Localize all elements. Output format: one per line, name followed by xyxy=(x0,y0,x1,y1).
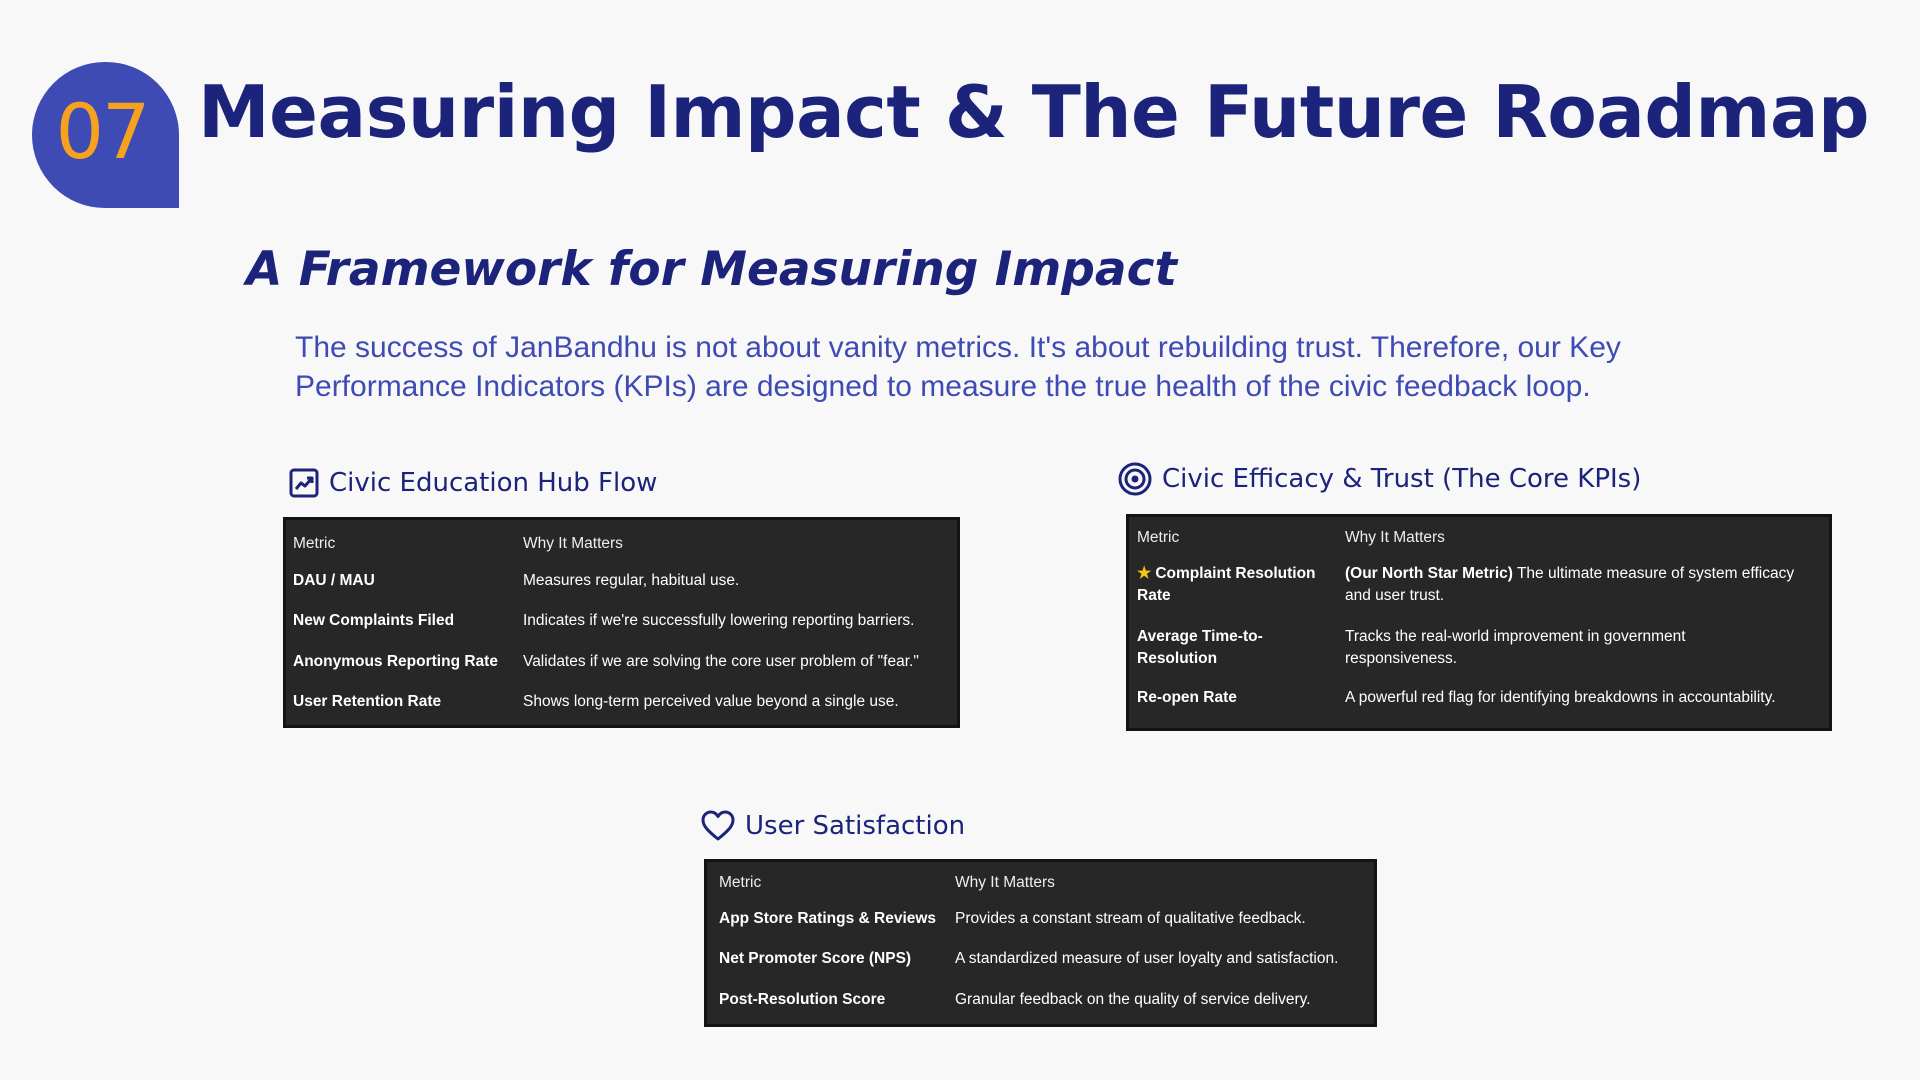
why-cell: A powerful red flag for identifying brea… xyxy=(1345,689,1776,706)
metric-cell: DAU / MAU xyxy=(293,571,375,589)
table-row: New Complaints Filed Indicates if we're … xyxy=(286,601,957,641)
table-row: Post-Resolution Score Granular feedback … xyxy=(707,979,1374,1020)
table-row: DAU / MAU Measures regular, habitual use… xyxy=(286,560,957,601)
metric-cell: Post-Resolution Score xyxy=(719,990,886,1008)
why-cell: Tracks the real-world improvement in gov… xyxy=(1345,627,1686,667)
metric-cell: ★ Complaint Resolution Rate xyxy=(1129,553,1345,617)
why-cell: (Our North Star Metric) The ultimate mea… xyxy=(1345,553,1829,617)
section-heading-civic-education: Civic Education Hub Flow xyxy=(289,468,657,498)
table-row: Anonymous Reporting Rate Validates if we… xyxy=(286,641,957,682)
table-header-row: Metric Why It Matters xyxy=(1129,523,1829,553)
kpi-table-civic-education: Metric Why It Matters DAU / MAU Measures… xyxy=(283,517,960,728)
column-header-why: Why It Matters xyxy=(523,535,623,552)
trending-up-chart-icon xyxy=(289,468,319,498)
why-cell: A standardized measure of user loyalty a… xyxy=(955,950,1339,967)
table-row: Net Promoter Score (NPS) A standardized … xyxy=(707,939,1374,979)
why-cell: Provides a constant stream of qualitativ… xyxy=(955,909,1306,927)
section-heading-user-satisfaction: User Satisfaction xyxy=(701,810,965,842)
page-title: Measuring Impact & The Future Roadmap xyxy=(198,70,1870,154)
metric-cell: User Retention Rate xyxy=(293,693,442,710)
metric-cell: Re-open Rate xyxy=(1137,689,1237,706)
why-cell: Measures regular, habitual use. xyxy=(523,571,740,589)
metric-cell: Anonymous Reporting Rate xyxy=(293,652,498,670)
table-row: Average Time-to-Resolution Tracks the re… xyxy=(1129,617,1829,678)
table-row: ★ Complaint Resolution Rate (Our North St… xyxy=(1129,553,1829,617)
section-heading-civic-efficacy: Civic Efficacy & Trust (The Core KPIs) xyxy=(1118,462,1641,496)
table-header-row: Metric Why It Matters xyxy=(707,868,1374,898)
section-heading-label: Civic Efficacy & Trust (The Core KPIs) xyxy=(1162,464,1642,494)
heart-icon xyxy=(701,810,735,841)
table-row: Re-open Rate A powerful red flag for ide… xyxy=(1129,678,1829,718)
section-number-badge: 07 xyxy=(32,62,179,208)
column-header-why: Why It Matters xyxy=(1345,529,1445,546)
why-cell: Validates if we are solving the core use… xyxy=(523,652,919,670)
section-heading-label: User Satisfaction xyxy=(745,811,966,841)
why-cell: Shows long-term perceived value beyond a… xyxy=(523,693,899,710)
why-cell: Indicates if we're successfully lowering… xyxy=(523,612,915,629)
column-header-why: Why It Matters xyxy=(955,874,1055,891)
column-header-metric: Metric xyxy=(293,535,336,552)
section-heading-label: Civic Education Hub Flow xyxy=(329,468,658,498)
metric-cell: New Complaints Filed xyxy=(293,612,455,629)
section-number: 07 xyxy=(55,87,151,176)
why-text: The ultimate measure of system efficacy … xyxy=(1345,565,1795,604)
column-header-metric: Metric xyxy=(1137,529,1180,546)
kpi-table-user-satisfaction: Metric Why It Matters App Store Ratings … xyxy=(704,859,1377,1027)
star-icon: ★ xyxy=(1137,565,1152,582)
kpi-table-civic-efficacy: Metric Why It Matters ★ Complaint Resolut… xyxy=(1126,514,1832,731)
metric-cell: App Store Ratings & Reviews xyxy=(719,909,937,927)
metric-cell: Average Time-to-Resolution xyxy=(1137,627,1263,667)
table-header-row: Metric Why It Matters xyxy=(286,528,957,560)
north-star-label: (Our North Star Metric) xyxy=(1345,565,1513,582)
metric-cell: Net Promoter Score (NPS) xyxy=(719,950,912,967)
table-row: App Store Ratings & Reviews Provides a c… xyxy=(707,898,1374,939)
column-header-metric: Metric xyxy=(719,874,762,891)
target-icon xyxy=(1118,462,1152,496)
metric-label: Complaint Resolution Rate xyxy=(1137,565,1316,604)
why-cell: Granular feedback on the quality of serv… xyxy=(955,990,1311,1008)
intro-paragraph: The success of JanBandhu is not about va… xyxy=(295,331,1621,403)
section-subtitle: A Framework for Measuring Impact xyxy=(246,242,1177,297)
table-row: User Retention Rate Shows long-term perc… xyxy=(286,682,957,722)
